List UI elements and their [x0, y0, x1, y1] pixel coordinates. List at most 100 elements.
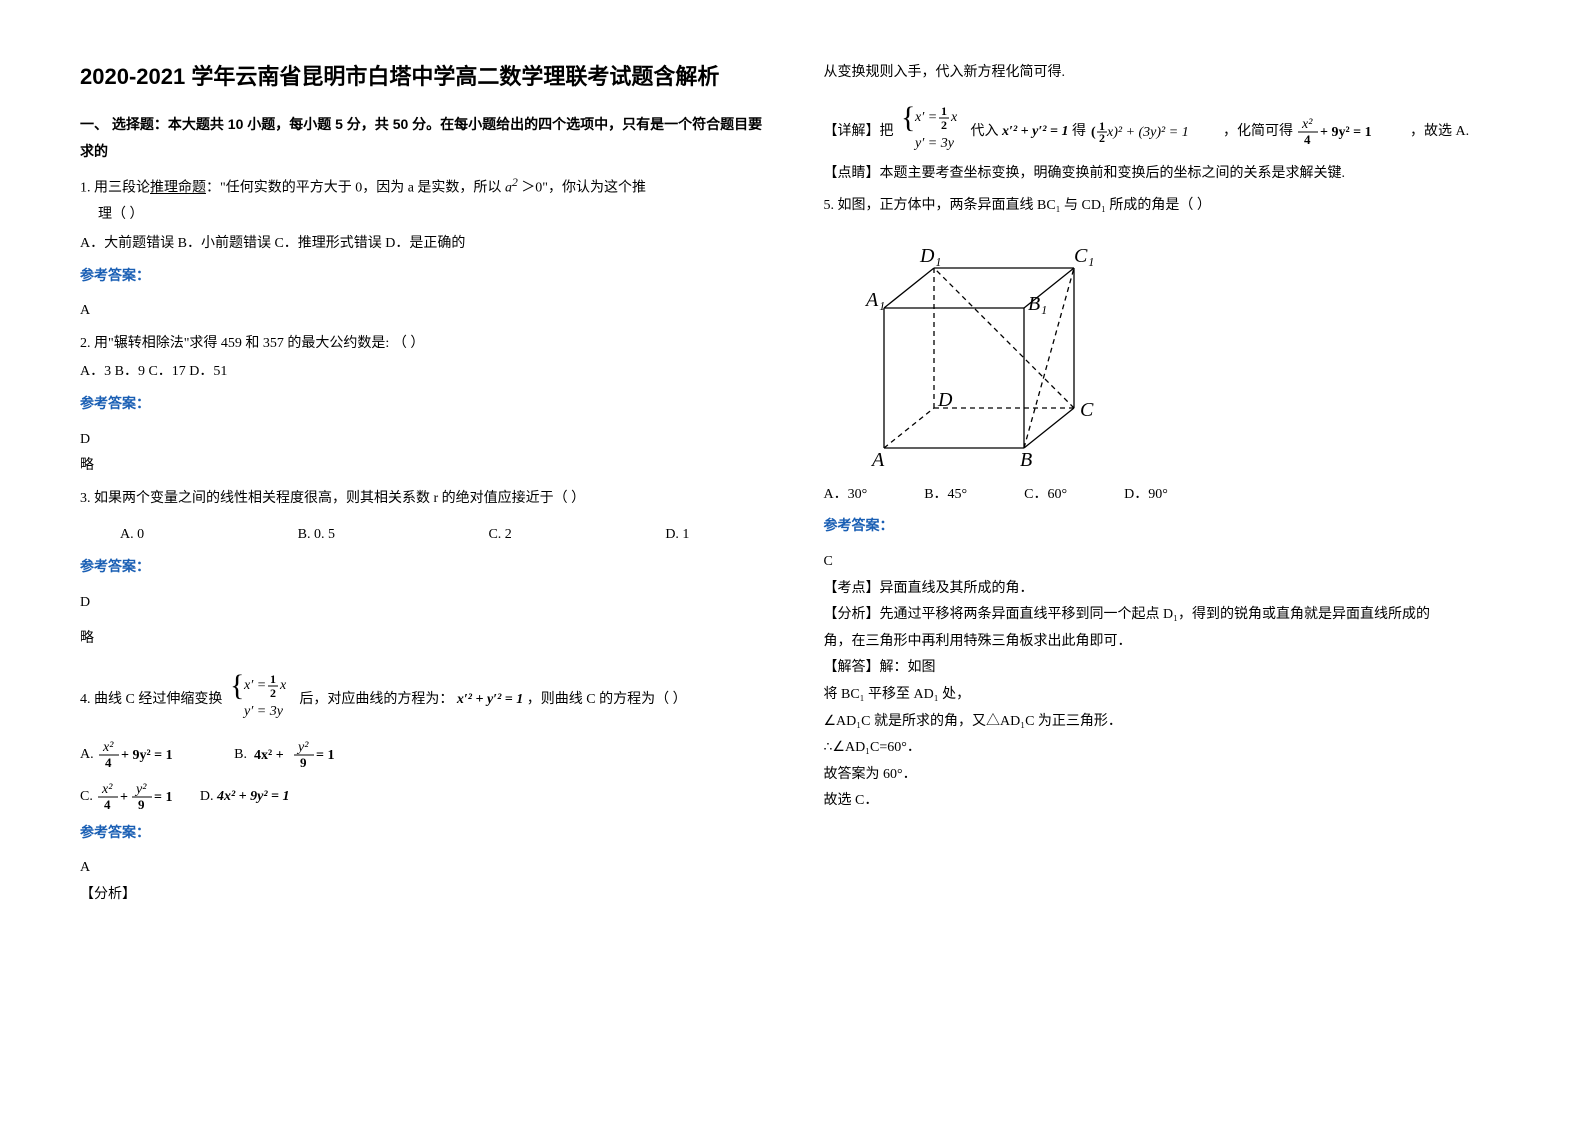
svg-text:x²: x² [1301, 117, 1313, 132]
q5-option-a: A．30° [824, 487, 868, 502]
svg-text:9: 9 [300, 755, 307, 770]
svg-text:x′ =: x′ = [914, 110, 937, 125]
q4-option-b: B. [234, 747, 247, 762]
q5-kaodian: 【考点】异面直线及其所成的角． [824, 576, 1508, 603]
q5-fenxi-a: 【分析】先通过平移将两条异面直线平移到同一个起点 D₁，得到的锐角或直角就是异面… [824, 602, 1508, 629]
cube-label-A: A [870, 449, 885, 471]
answer-4: A [80, 855, 764, 882]
svg-text:x: x [279, 678, 287, 693]
cube-label-A1: A₁ [864, 289, 885, 311]
detail-formula-2: x′² + y′² = 1 [1002, 124, 1068, 139]
q4-formula-d: 4x² + 9y² = 1 [217, 789, 290, 804]
svg-text:x′ =: x′ = [243, 678, 266, 693]
svg-text:+ 9y² = 1: + 9y² = 1 [1320, 125, 1372, 140]
svg-text:9: 9 [138, 797, 145, 812]
q5-options: A．30° B．45° C．60° D．90° [824, 482, 1508, 509]
cube-label-D1: D₁ [919, 245, 941, 267]
q1-options: A．大前题错误 B．小前题错误 C．推理形式错误 D．是正确的 [80, 231, 764, 258]
svg-text:2: 2 [941, 118, 947, 132]
detail-formula-1: { x′ = 1 2 x y′ = 3y [897, 103, 967, 161]
svg-text:2: 2 [270, 686, 276, 700]
cube-label-D: D [937, 389, 953, 411]
q5-step-3: ∴∠AD₁C=60°． [824, 735, 1508, 762]
q4-formula-c: x² 4 + y² 9 = 1 [96, 779, 196, 815]
q4-fenxi: 【分析】 [80, 882, 764, 909]
cube-label-C: C [1080, 399, 1094, 421]
answer-1: A [80, 298, 764, 325]
q3-note: 略 [80, 626, 764, 653]
detail-mid2: 得 [1072, 124, 1090, 139]
q4-curve-formula: x′² + y′² = 1 [457, 692, 523, 707]
svg-text:y′ = 3y: y′ = 3y [913, 136, 955, 151]
q4-tail: ，则曲线 C 的方程为（ ） [527, 692, 687, 707]
svg-text:1: 1 [270, 672, 276, 686]
q4-option-c: C. [80, 789, 93, 804]
q5-fenxi-b: 角，在三角形中再利用特殊三角板求出此角即可． [824, 629, 1508, 656]
svg-text:4: 4 [1304, 132, 1311, 147]
q5-option-d: D．90° [1124, 487, 1168, 502]
q5-step-4: 故答案为 60°． [824, 762, 1508, 789]
detail-pre: 【详解】把 [824, 124, 898, 139]
q5-step-2: ∠AD₁C 就是所求的角，又△AD₁C 为正三角形． [824, 709, 1508, 736]
q5-option-b: B．45° [924, 487, 967, 502]
q4-formula-a: x² 4 + 9y² = 1 [97, 737, 207, 773]
q5-option-c: C．60° [1024, 487, 1067, 502]
svg-text:1: 1 [941, 104, 947, 118]
detail-mid3: ，化简可得 [1223, 124, 1297, 139]
svg-text:{: { [230, 671, 244, 702]
q4-transform-formula: { x′ = 1 2 x y′ = 3y [226, 671, 296, 729]
q1-text-3: ＞0"，你认为这个推 [518, 181, 646, 196]
question-1: 1. 用三段论推理命题："任何实数的平方大于 0，因为 a 是实数，所以 a2 … [80, 172, 764, 229]
col2-intro: 从变换规则入手，代入新方程化简可得. [824, 60, 1508, 87]
answer-5: C [824, 549, 1508, 576]
detail-end: ，故选 A. [1410, 124, 1469, 139]
svg-text:= 1: = 1 [316, 748, 334, 763]
q2-note: 略 [80, 453, 764, 480]
answer-label-4: 参考答案： [80, 819, 764, 846]
q4-options-row2: C. x² 4 + y² 9 = 1 D. 4x² + 9y² = 1 [80, 779, 764, 815]
q4-option-d: D. [200, 789, 214, 804]
svg-text:y′ = 3y: y′ = 3y [242, 704, 284, 719]
q3-option-c: C. 2 [488, 527, 511, 542]
svg-text:+ 9y² = 1: + 9y² = 1 [121, 748, 173, 763]
svg-text:(: ( [1091, 125, 1096, 140]
q4-formula-b: 4x² + y² 9 = 1 [250, 737, 360, 773]
svg-text:4x² +: 4x² + [254, 748, 284, 763]
q2-options: A．3 B．9 C．17 D．51 [80, 359, 764, 386]
q3-option-d: D. 1 [665, 527, 689, 542]
q3-option-b: B. 0. 5 [298, 527, 335, 542]
q1-text-4: 理（ ） [80, 202, 764, 229]
svg-text:2: 2 [1099, 131, 1105, 145]
svg-text:x²: x² [101, 782, 113, 797]
svg-text:y²: y² [134, 782, 147, 797]
q4-pre: 4. 曲线 C 经过伸缩变换 [80, 692, 226, 707]
svg-text:x)² + (3y)² = 1: x)² + (3y)² = 1 [1106, 125, 1189, 140]
svg-text:y²: y² [296, 740, 309, 755]
q1-formula-base: a [505, 181, 512, 196]
svg-text:x²: x² [102, 740, 114, 755]
q3-options: A. 0 B. 0. 5 C. 2 D. 1 [80, 522, 764, 549]
q1-underline: 推理命题 [150, 181, 206, 196]
q4-option-a: A. [80, 747, 94, 762]
question-4: 4. 曲线 C 经过伸缩变换 { x′ = 1 2 x y′ = 3y 后，对应… [80, 671, 764, 729]
q5-jieda: 【解答】解：如图 [824, 655, 1508, 682]
question-3: 3. 如果两个变量之间的线性相关程度很高，则其相关系数 r 的绝对值应接近于（ … [80, 486, 764, 513]
answer-label-3: 参考答案： [80, 553, 764, 580]
detail-formula-4: x² 4 + 9y² = 1 [1296, 114, 1406, 150]
q4-options-row1: A. x² 4 + 9y² = 1 B. 4x² + y² 9 = 1 [80, 737, 764, 773]
cube-figure: A B C D A₁ B₁ C₁ D₁ [844, 228, 1508, 478]
cube-label-B: B [1020, 449, 1032, 471]
svg-text:{: { [901, 103, 915, 134]
question-5: 5. 如图，正方体中，两条异面直线 BC₁ 与 CD₁ 所成的角是（ ） [824, 193, 1508, 220]
detail-formula-3: ( 1 2 x)² + (3y)² = 1 [1089, 118, 1219, 146]
answer-label-5: 参考答案： [824, 512, 1508, 539]
q5-step-1: 将 BC₁ 平移至 AD₁ 处， [824, 682, 1508, 709]
q1-text-1: 1. 用三段论 [80, 181, 150, 196]
svg-text:= 1: = 1 [154, 790, 172, 805]
q1-text-2: ："任何实数的平方大于 0，因为 a 是实数，所以 [206, 181, 505, 196]
q4-dianjing: 【点睛】本题主要考查坐标变换，明确变换前和变换后的坐标之间的关系是求解关键. [824, 161, 1508, 188]
q3-option-a: A. 0 [120, 527, 144, 542]
answer-2: D [80, 427, 764, 454]
answer-label-1: 参考答案： [80, 262, 764, 289]
answer-3: D [80, 590, 764, 617]
